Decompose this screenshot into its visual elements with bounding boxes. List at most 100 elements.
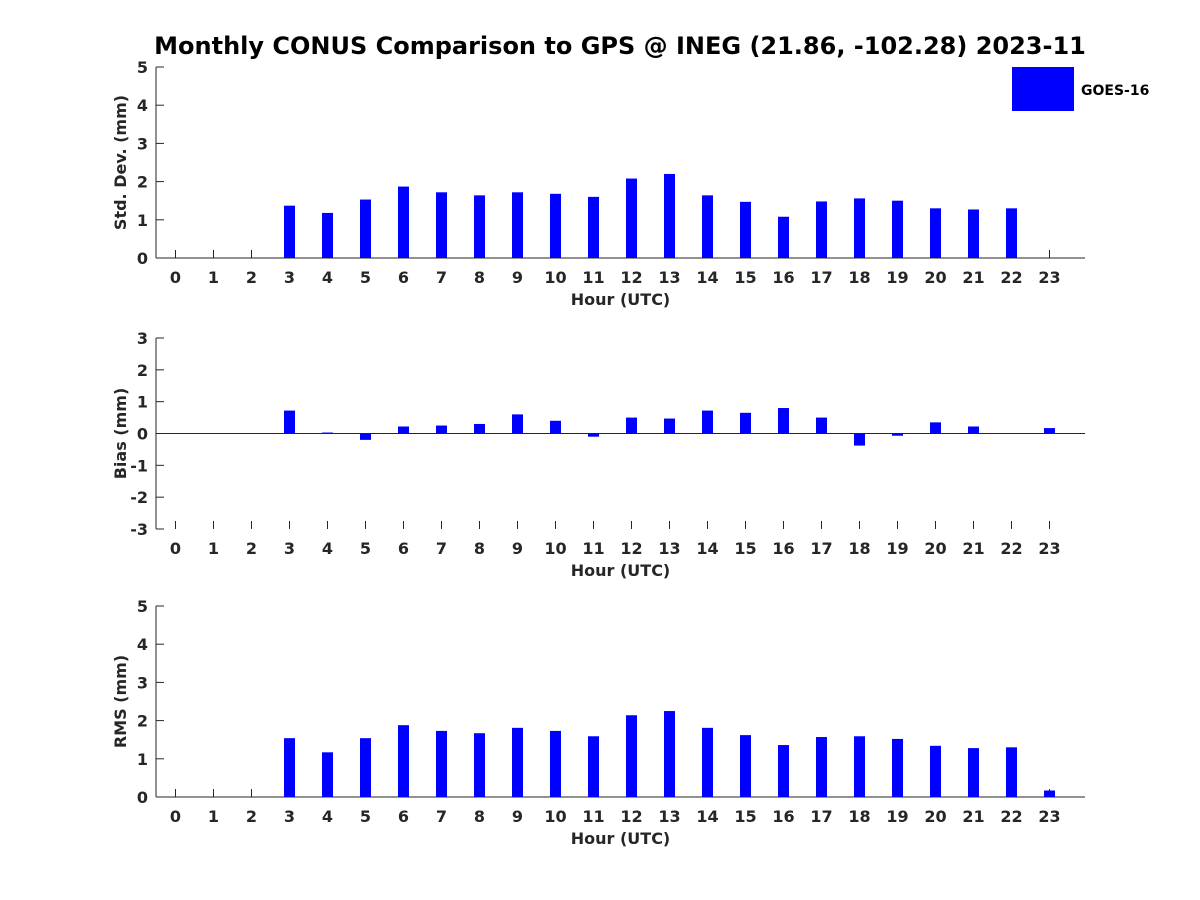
y-tick-label: 0 [137, 249, 148, 268]
bar [626, 417, 637, 434]
bar [474, 423, 485, 434]
y-tick-label: 3 [137, 329, 148, 348]
x-tick-label: 6 [398, 539, 409, 558]
x-tick-label: 13 [658, 539, 680, 558]
x-tick-label: 9 [512, 268, 523, 287]
x-tick-label: 6 [398, 268, 409, 287]
x-tick-label: 8 [474, 268, 485, 287]
x-tick-label: 15 [734, 268, 756, 287]
bar [1006, 208, 1017, 258]
x-tick-label: 1 [208, 268, 219, 287]
x-tick-label: 15 [734, 807, 756, 826]
x-tick-label: 20 [924, 807, 946, 826]
bar [550, 420, 561, 434]
y-tick-label: 0 [137, 425, 148, 444]
bar [474, 195, 485, 258]
x-tick-label: 9 [512, 539, 523, 558]
x-tick-label: 13 [658, 807, 680, 826]
bar [778, 216, 789, 258]
bar [740, 201, 751, 258]
bar [740, 735, 751, 797]
y-tick-label: 2 [137, 712, 148, 731]
x-tick-label: 1 [208, 539, 219, 558]
bar [436, 730, 447, 797]
x-tick-label: 19 [886, 539, 908, 558]
y-tick-label: 1 [137, 393, 148, 412]
bar [398, 725, 409, 797]
x-tick-label: 20 [924, 268, 946, 287]
x-tick-label: 10 [544, 807, 566, 826]
x-tick-label: 11 [582, 539, 604, 558]
x-tick-label: 2 [246, 807, 257, 826]
bar [816, 417, 827, 434]
x-tick-label: 3 [284, 807, 295, 826]
x-tick-label: 22 [1000, 268, 1022, 287]
legend: GOES-16 [1012, 67, 1149, 111]
x-tick-label: 6 [398, 807, 409, 826]
y-tick-label: 2 [137, 361, 148, 380]
bar [436, 192, 447, 258]
bar [588, 196, 599, 258]
bar [930, 422, 941, 434]
bar [778, 408, 789, 434]
bar [664, 418, 675, 434]
bar [740, 412, 751, 434]
x-tick-label: 3 [284, 268, 295, 287]
y-tick-label: 1 [137, 750, 148, 769]
bar [398, 426, 409, 434]
x-tick-label: 21 [962, 268, 984, 287]
x-tick-label: 12 [620, 268, 642, 287]
bar [854, 433, 865, 446]
bar [322, 432, 333, 434]
x-tick-label: 17 [810, 807, 832, 826]
x-tick-label: 23 [1038, 268, 1060, 287]
bar [474, 733, 485, 797]
x-tick-label: 18 [848, 539, 870, 558]
y-tick-label: 4 [137, 635, 148, 654]
x-tick-label: 19 [886, 268, 908, 287]
y-tick-label: 3 [137, 134, 148, 153]
x-tick-label: 2 [246, 268, 257, 287]
bar [588, 736, 599, 797]
x-tick-label: 14 [696, 268, 718, 287]
x-tick-label: 16 [772, 807, 794, 826]
bar [322, 752, 333, 797]
x-tick-label: 16 [772, 539, 794, 558]
bar [284, 410, 295, 434]
bar [588, 433, 599, 437]
x-tick-label: 0 [170, 539, 181, 558]
x-tick-label: 0 [170, 807, 181, 826]
x-tick-label: 4 [322, 268, 333, 287]
y-tick-label: 0 [137, 788, 148, 807]
x-tick-label: 22 [1000, 807, 1022, 826]
bar [512, 192, 523, 258]
bar [1006, 747, 1017, 797]
x-tick-label: 11 [582, 268, 604, 287]
x-axis-label: Hour (UTC) [571, 561, 671, 580]
chart-title: Monthly CONUS Comparison to GPS @ INEG (… [154, 32, 1086, 60]
bar [436, 425, 447, 434]
bar [360, 433, 371, 440]
bar [626, 178, 637, 258]
x-tick-label: 14 [696, 807, 718, 826]
bar [930, 745, 941, 797]
x-tick-label: 4 [322, 539, 333, 558]
x-tick-label: 21 [962, 807, 984, 826]
bar [854, 736, 865, 797]
bar [322, 212, 333, 258]
bar [702, 727, 713, 797]
x-tick-label: 5 [360, 268, 371, 287]
y-tick-label: 5 [137, 58, 148, 77]
x-tick-label: 5 [360, 807, 371, 826]
bar [1044, 428, 1055, 434]
bar [930, 208, 941, 258]
y-tick-label: 2 [137, 173, 148, 192]
bar [702, 195, 713, 258]
y-tick-label: 1 [137, 211, 148, 230]
bar [664, 173, 675, 258]
x-tick-label: 22 [1000, 539, 1022, 558]
x-tick-label: 20 [924, 539, 946, 558]
bar [398, 186, 409, 258]
